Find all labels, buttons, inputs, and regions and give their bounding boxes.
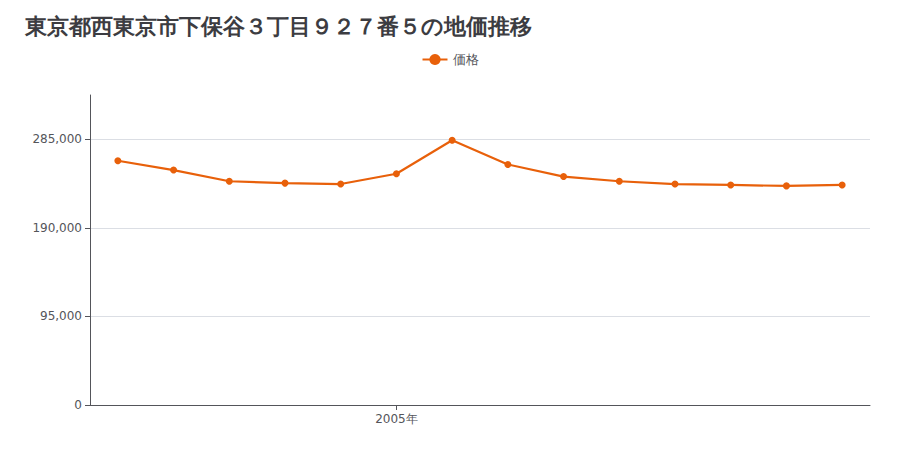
svg-text:2005年: 2005年: [375, 412, 418, 426]
svg-text:95,000: 95,000: [40, 309, 82, 323]
svg-text:190,000: 190,000: [32, 221, 82, 235]
svg-text:285,000: 285,000: [32, 132, 82, 146]
svg-text:価格: 価格: [453, 52, 479, 67]
svg-text:東京都西東京市下保谷３丁目９２７番５の地価推移: 東京都西東京市下保谷３丁目９２７番５の地価推移: [24, 14, 532, 39]
svg-text:0: 0: [74, 398, 82, 412]
